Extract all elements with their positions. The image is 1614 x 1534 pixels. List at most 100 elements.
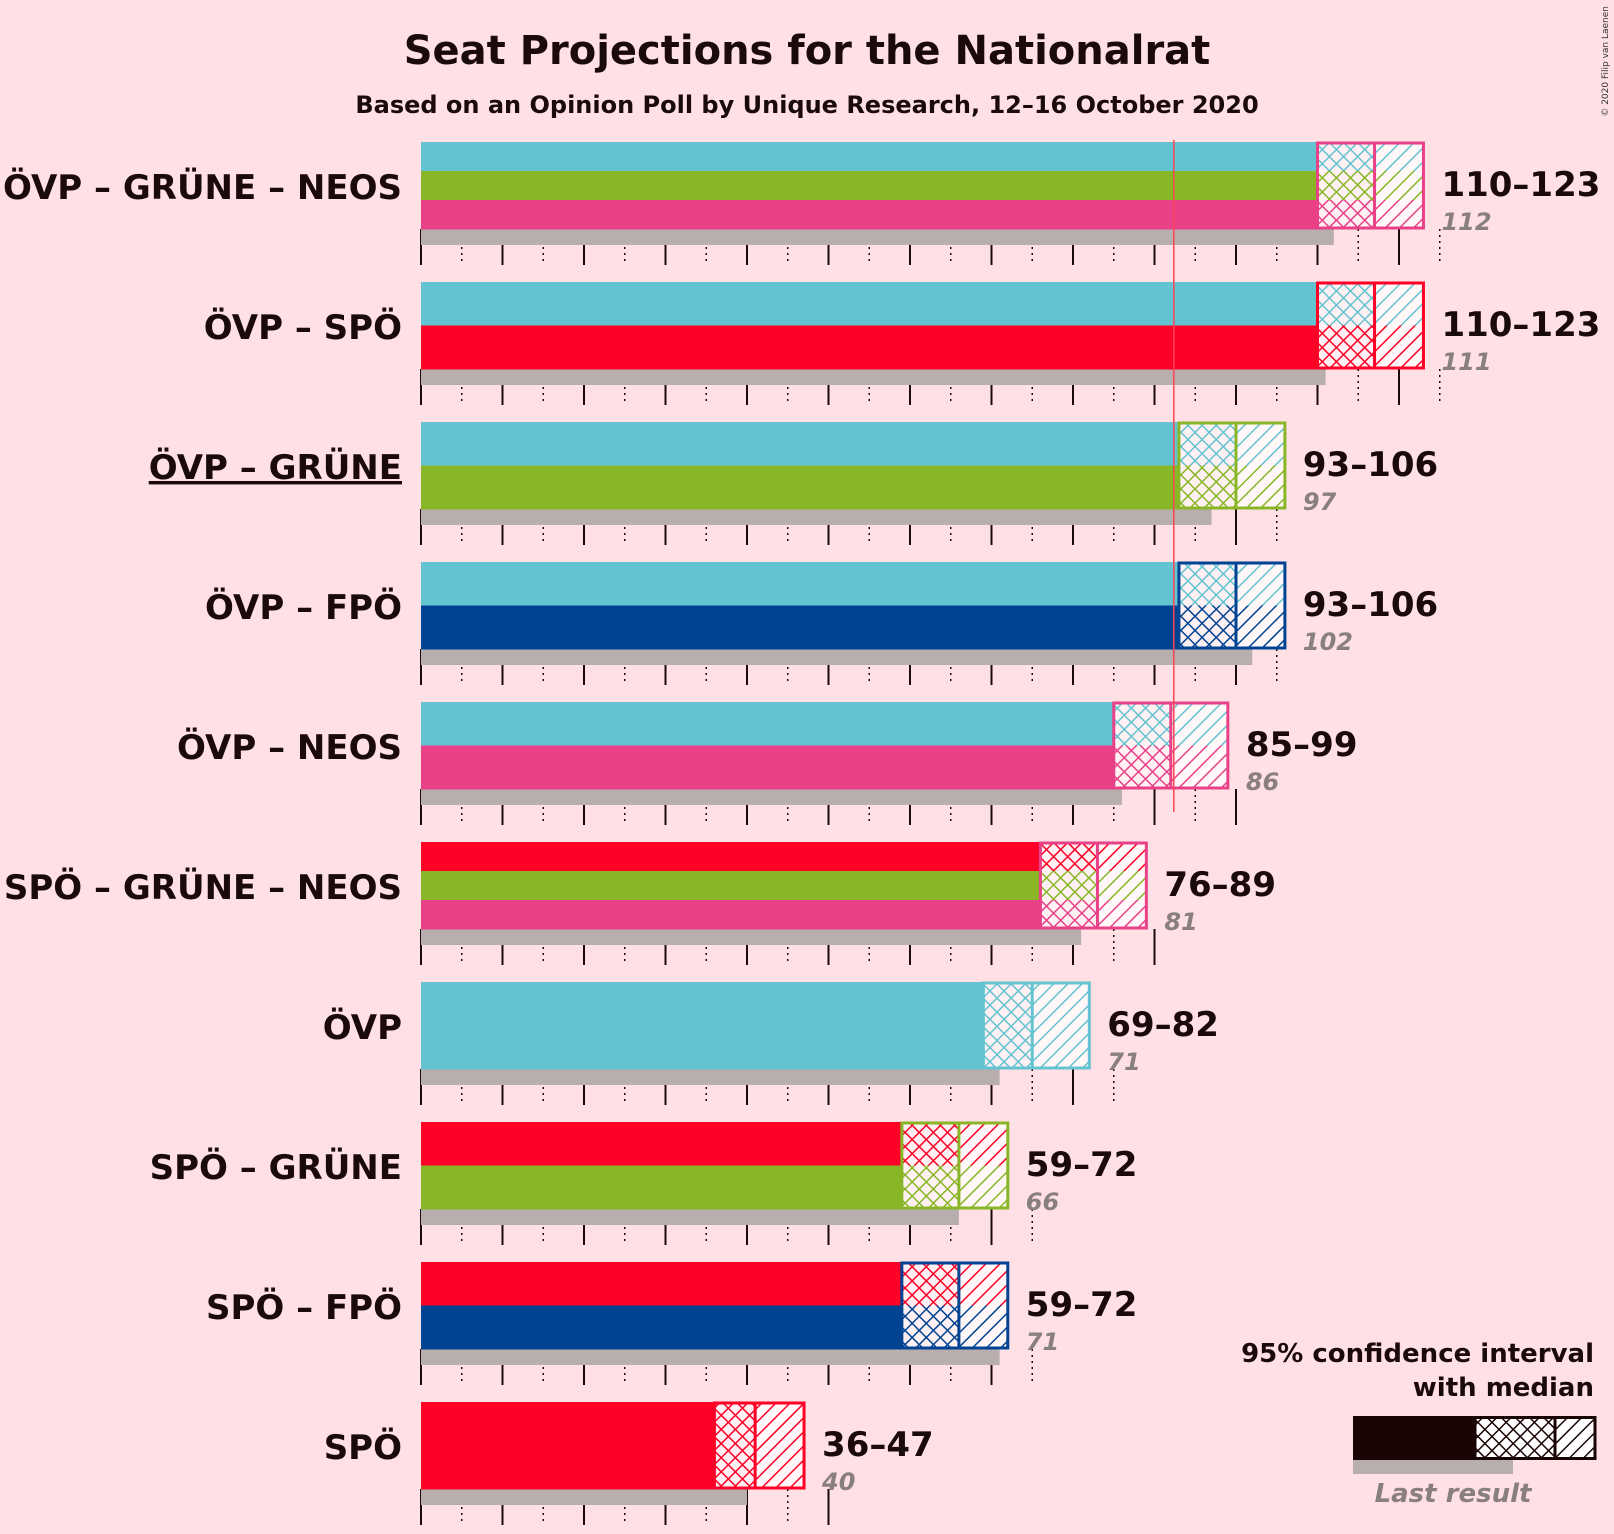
ci-upper-hatch [1236, 422, 1285, 466]
coalition-label: ÖVP [323, 1007, 402, 1048]
range-label: 93–106 [1303, 445, 1438, 485]
ci-lower-hatch [1317, 282, 1375, 326]
ci-lower-hatch [1317, 171, 1375, 201]
ci-upper-hatch [1374, 142, 1424, 172]
ci-outline [981, 981, 1091, 1070]
coalition-label: ÖVP – FPÖ [205, 587, 402, 628]
ci-lower-hatch [1040, 842, 1098, 872]
ci-upper-hatch [1032, 982, 1090, 1070]
bar-segment [421, 465, 1179, 510]
legend-line1: 95% confidence interval [1241, 1339, 1594, 1369]
last-result-bar [421, 1069, 1000, 1085]
ci-upper-hatch [1097, 871, 1147, 901]
coalition-row: SPÖ – GRÜNE 59–72 66 [150, 1121, 1138, 1245]
legend-line2: with median [1413, 1373, 1594, 1403]
ci-upper-hatch [1097, 842, 1147, 872]
last-result-bar [421, 1349, 1000, 1365]
chart-subtitle: Based on an Opinion Poll by Unique Resea… [355, 91, 1258, 119]
bar-segment [421, 1262, 902, 1306]
ci-outline [900, 1261, 1010, 1350]
ci-lower-hatch [901, 1122, 959, 1166]
last-result-label: 71 [1026, 1328, 1059, 1356]
ci-upper-hatch [958, 1262, 1008, 1306]
coalition-label: ÖVP – NEOS [177, 727, 402, 768]
bar-segment [421, 900, 1041, 930]
range-label: 110–123 [1441, 305, 1600, 345]
bar-segment [421, 1165, 902, 1210]
ci-outline [1177, 561, 1287, 650]
ci-outline [1316, 141, 1425, 230]
ci-lower-hatch [714, 1402, 756, 1490]
ci-outline [1316, 281, 1425, 370]
ci-lower-hatch [901, 1262, 959, 1306]
bar-segment [421, 200, 1318, 230]
coalition-row: SPÖ 36–47 40 [324, 1401, 934, 1525]
bar-segment [421, 605, 1179, 650]
ci-outline [900, 1121, 1010, 1210]
coalition-row: ÖVP – GRÜNE 93–106 97 [149, 421, 1438, 545]
last-result-bar [421, 229, 1334, 245]
coalition-row: ÖVP 69–82 71 [323, 981, 1219, 1105]
last-result-bar [421, 1209, 959, 1225]
last-result-label: 86 [1246, 768, 1279, 796]
last-result-bar [421, 789, 1122, 805]
ci-upper-hatch [1374, 200, 1424, 230]
bar-segment [421, 171, 1318, 201]
copyright-notice: © 2020 Filip van Laenen [1601, 6, 1611, 117]
range-label: 93–106 [1303, 585, 1438, 625]
coalition-label: SPÖ – FPÖ [206, 1287, 402, 1328]
coalition-row: ÖVP – GRÜNE – NEOS 110–123 112 [3, 141, 1600, 265]
last-result-label: 40 [821, 1468, 855, 1496]
ci-upper-hatch [958, 1305, 1008, 1350]
last-result-bar [421, 1489, 747, 1505]
ci-lower-hatch [1178, 465, 1236, 510]
last-result-bar [421, 369, 1326, 385]
ci-lower-hatch [901, 1305, 959, 1350]
ci-lower-hatch [983, 982, 1033, 1070]
ci-lower-hatch [1040, 871, 1098, 901]
bar-segment [421, 842, 1041, 872]
ci-upper-hatch [1374, 325, 1424, 370]
legend-ci-outline [1473, 1416, 1597, 1460]
ci-lower-hatch [1113, 702, 1171, 746]
ci-upper-hatch [1374, 171, 1424, 201]
range-label: 69–82 [1107, 1005, 1219, 1045]
ci-upper-hatch [1374, 282, 1424, 326]
last-result-bar [421, 509, 1212, 525]
chart-title: Seat Projections for the Nationalrat [404, 28, 1211, 74]
ci-lower-hatch [1317, 142, 1375, 172]
bar-segment [421, 282, 1318, 326]
coalition-row: ÖVP – FPÖ 93–106 102 [205, 561, 1438, 685]
ci-lower-hatch [901, 1165, 959, 1210]
last-result-label: 71 [1107, 1048, 1140, 1076]
ci-outline [712, 1401, 806, 1490]
ci-lower-hatch [1317, 200, 1375, 230]
legend-ci-upper [1555, 1416, 1595, 1460]
legend-last-swatch [1353, 1460, 1513, 1474]
ci-lower-hatch [1178, 562, 1236, 606]
bar-segment [421, 871, 1041, 901]
coalition-label: ÖVP – GRÜNE [149, 447, 402, 488]
last-result-bar [421, 649, 1253, 665]
last-result-label: 97 [1303, 488, 1337, 516]
last-result-label: 102 [1303, 628, 1353, 656]
bar-segment [421, 1122, 902, 1166]
ci-outline [1038, 841, 1148, 930]
bar-segment [421, 422, 1179, 466]
last-result-label: 111 [1441, 348, 1491, 376]
range-label: 59–72 [1026, 1145, 1138, 1185]
ci-upper-hatch [1236, 465, 1285, 510]
bar-segment [421, 562, 1179, 606]
legend-last-result: Last result [1375, 1479, 1533, 1509]
legend-bar-swatch [1353, 1416, 1475, 1460]
coalition-rows: ÖVP – GRÜNE – NEOS 110–123 112 ÖVP – SPÖ 110… [3, 140, 1600, 1525]
bar-segment [421, 745, 1114, 790]
ci-lower-hatch [1113, 745, 1171, 790]
ci-upper-hatch [1170, 745, 1228, 790]
coalition-row: SPÖ – GRÜNE – NEOS 76–89 81 [4, 841, 1276, 965]
coalition-label: ÖVP – SPÖ [204, 307, 402, 348]
coalition-row: ÖVP – SPÖ 110–123 111 [204, 281, 1600, 405]
ci-outline [1177, 421, 1287, 510]
ci-upper-hatch [958, 1165, 1008, 1210]
